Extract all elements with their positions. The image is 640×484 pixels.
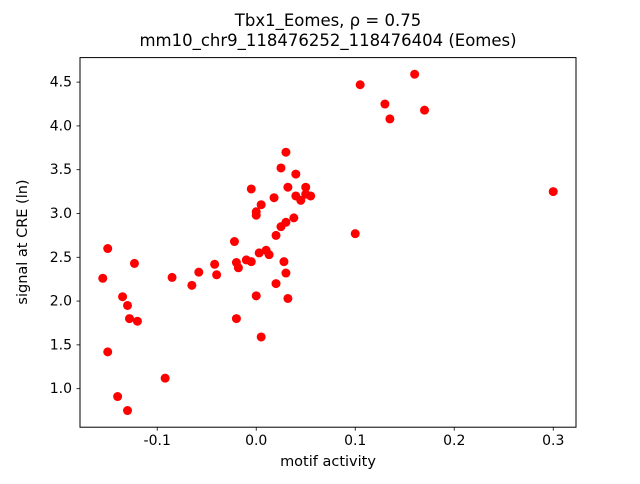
scatter-point bbox=[246, 184, 256, 194]
scatter-point bbox=[289, 213, 299, 223]
scatter-point bbox=[210, 259, 220, 269]
x-axis-ticks: -0.1 0.0 0.1 0.2 0.3 bbox=[144, 427, 564, 449]
scatter-point bbox=[123, 406, 133, 416]
scatter-point bbox=[256, 332, 266, 342]
scatter-points bbox=[98, 69, 558, 416]
scatter-point bbox=[296, 195, 306, 205]
y-tick-label: 4.0 bbox=[50, 118, 72, 134]
x-tick-label: 0.3 bbox=[542, 433, 564, 449]
scatter-point bbox=[254, 248, 264, 258]
scatter-point bbox=[123, 300, 133, 310]
scatter-point bbox=[103, 244, 113, 254]
plot-title-line2: mm10_chr9_118476252_118476404 (Eomes) bbox=[139, 31, 516, 51]
y-tick-label: 4.5 bbox=[50, 75, 72, 91]
x-tick-label: 0.0 bbox=[245, 433, 267, 449]
x-tick-label: 0.2 bbox=[443, 433, 465, 449]
scatter-point bbox=[281, 217, 291, 227]
y-tick-label: 2.0 bbox=[50, 294, 72, 310]
scatter-point bbox=[103, 347, 113, 357]
y-axis-label: signal at CRE (ln) bbox=[15, 179, 31, 304]
scatter-point bbox=[167, 272, 177, 282]
scatter-point bbox=[350, 229, 360, 239]
plot-border bbox=[79, 57, 577, 428]
scatter-point bbox=[231, 314, 241, 324]
plot-title-line1: Tbx1_Eomes, ρ = 0.75 bbox=[234, 11, 421, 31]
scatter-point bbox=[283, 182, 293, 192]
scatter-point bbox=[291, 169, 301, 179]
scatter-point bbox=[256, 200, 266, 210]
scatter-point bbox=[160, 373, 170, 383]
y-tick-label: 1.0 bbox=[50, 381, 72, 397]
y-tick-label: 2.5 bbox=[50, 250, 72, 266]
scatter-point bbox=[271, 230, 281, 240]
y-tick-label: 3.0 bbox=[50, 206, 72, 222]
y-axis-ticks: 1.0 1.5 2.0 2.5 3.0 3.5 4.0 4.5 bbox=[50, 75, 80, 397]
scatter-point bbox=[420, 105, 430, 115]
scatter-point bbox=[187, 280, 197, 290]
scatter-point bbox=[129, 258, 139, 268]
scatter-point bbox=[276, 163, 286, 173]
scatter-point bbox=[410, 69, 420, 79]
scatter-point bbox=[306, 191, 316, 201]
scatter-point bbox=[264, 250, 274, 260]
scatter-point bbox=[118, 292, 128, 302]
scatter-point bbox=[271, 279, 281, 289]
scatter-point bbox=[281, 268, 291, 278]
y-tick-label: 3.5 bbox=[50, 162, 72, 178]
scatter-point bbox=[251, 210, 261, 220]
scatter-point bbox=[251, 291, 261, 301]
scatter-point bbox=[125, 314, 135, 324]
scatter-point bbox=[281, 147, 291, 157]
scatter-point bbox=[269, 193, 279, 203]
scatter-point bbox=[380, 99, 390, 109]
scatter-point bbox=[229, 237, 239, 247]
scatter-point bbox=[194, 267, 204, 277]
scatter-point bbox=[355, 80, 365, 90]
scatter-point bbox=[548, 187, 558, 197]
x-axis-label: motif activity bbox=[280, 454, 376, 470]
scatter-point bbox=[385, 114, 395, 124]
scatter-point bbox=[212, 270, 222, 280]
scatter-point bbox=[246, 257, 256, 267]
scatter-point bbox=[279, 257, 289, 267]
scatter-point bbox=[132, 316, 142, 326]
scatter-point bbox=[283, 293, 293, 303]
scatter-point bbox=[113, 392, 123, 402]
x-tick-label: -0.1 bbox=[144, 433, 171, 449]
x-tick-label: 0.1 bbox=[344, 433, 366, 449]
scatter-point bbox=[301, 182, 311, 192]
scatter-point bbox=[98, 273, 108, 283]
y-tick-label: 1.5 bbox=[50, 337, 72, 353]
scatter-point bbox=[233, 263, 243, 273]
